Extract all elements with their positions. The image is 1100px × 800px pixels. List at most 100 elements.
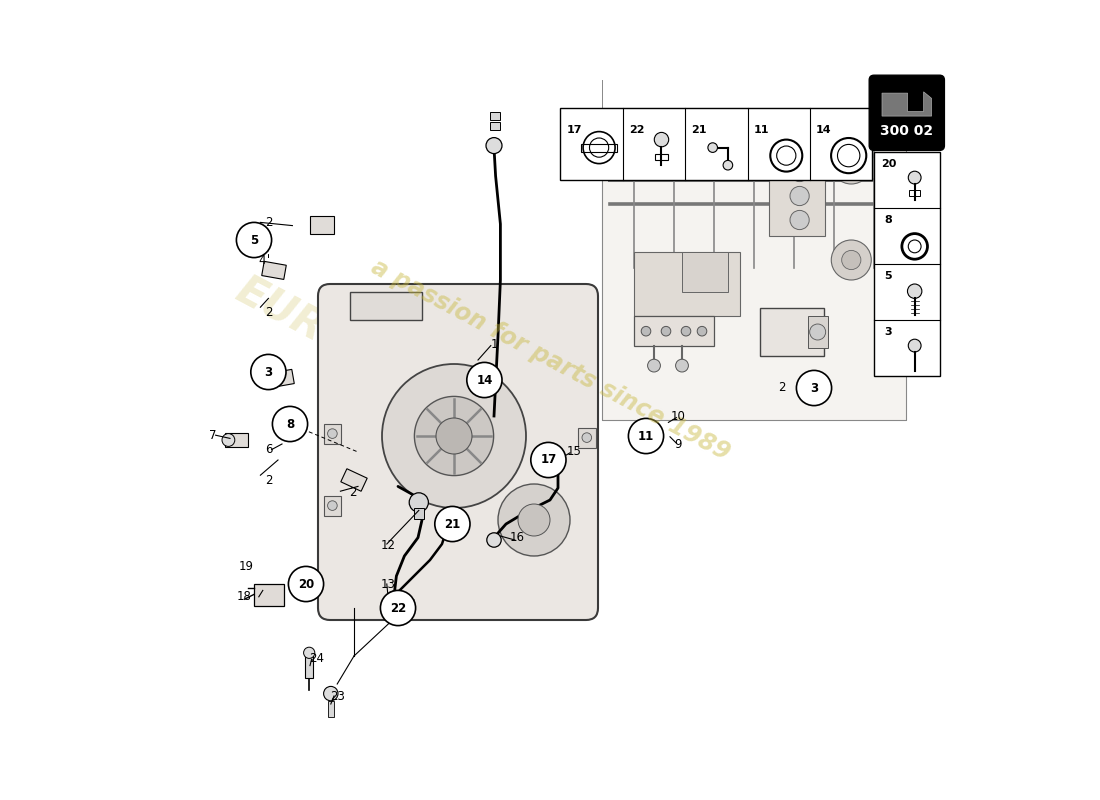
Text: 2: 2 [349, 486, 356, 499]
Circle shape [842, 154, 861, 174]
Circle shape [697, 326, 707, 336]
Text: 12: 12 [381, 539, 396, 552]
Circle shape [487, 533, 502, 547]
Bar [682, 252, 727, 292]
Circle shape [842, 250, 861, 270]
Circle shape [273, 406, 308, 442]
Text: 21: 21 [691, 125, 706, 134]
Text: 23: 23 [330, 690, 344, 702]
Text: 2: 2 [265, 216, 272, 229]
Text: 15: 15 [566, 445, 582, 458]
Circle shape [648, 359, 660, 372]
Circle shape [434, 506, 470, 542]
Bar [602, 108, 906, 420]
Bar [323, 496, 341, 516]
Text: 14: 14 [476, 374, 493, 386]
Circle shape [641, 326, 651, 336]
Circle shape [675, 359, 689, 372]
Bar [305, 656, 314, 678]
Text: a passion for parts since 1989: a passion for parts since 1989 [366, 255, 734, 465]
Circle shape [387, 591, 402, 606]
Text: 3: 3 [884, 327, 892, 338]
Text: 4: 4 [258, 254, 266, 266]
Polygon shape [262, 262, 286, 279]
Polygon shape [270, 370, 295, 387]
Text: 22: 22 [389, 602, 406, 614]
Bar [634, 252, 740, 316]
Bar [490, 122, 499, 130]
Text: 21: 21 [444, 518, 461, 530]
Bar [328, 701, 334, 717]
FancyBboxPatch shape [318, 284, 598, 620]
Circle shape [868, 134, 880, 146]
Bar [323, 424, 341, 444]
Circle shape [436, 418, 472, 454]
Bar [634, 316, 714, 346]
Text: 10: 10 [671, 410, 685, 422]
Circle shape [251, 354, 286, 390]
Circle shape [582, 433, 592, 442]
Text: 8: 8 [884, 215, 892, 226]
Bar [808, 316, 828, 348]
Circle shape [466, 362, 502, 398]
Bar [310, 216, 334, 234]
FancyBboxPatch shape [869, 75, 945, 150]
Circle shape [909, 171, 921, 184]
Circle shape [382, 364, 526, 508]
Circle shape [531, 442, 566, 478]
Text: 2: 2 [265, 306, 272, 318]
Circle shape [288, 566, 323, 602]
Circle shape [661, 326, 671, 336]
Text: 14: 14 [816, 125, 832, 134]
Polygon shape [226, 433, 248, 447]
Text: 2: 2 [779, 381, 785, 394]
Circle shape [628, 134, 640, 146]
Text: 8: 8 [286, 418, 294, 430]
Bar [874, 152, 939, 376]
Polygon shape [882, 92, 932, 116]
Circle shape [328, 501, 338, 510]
Circle shape [832, 144, 871, 184]
Text: 11: 11 [638, 430, 654, 442]
Circle shape [796, 370, 832, 406]
Circle shape [790, 162, 810, 182]
Circle shape [788, 134, 801, 146]
Bar [560, 108, 872, 180]
Circle shape [810, 324, 826, 340]
Text: 11: 11 [754, 125, 769, 134]
Text: 16: 16 [509, 531, 525, 544]
Text: 1: 1 [491, 338, 497, 350]
Text: 9: 9 [674, 438, 682, 451]
Bar [414, 508, 424, 519]
Circle shape [381, 590, 416, 626]
Bar [490, 112, 499, 120]
Text: 20: 20 [298, 578, 315, 590]
Circle shape [518, 504, 550, 536]
Text: 19: 19 [239, 560, 253, 573]
Circle shape [415, 396, 494, 475]
Text: 20: 20 [881, 159, 896, 170]
Circle shape [790, 186, 810, 206]
Circle shape [708, 143, 717, 152]
Circle shape [328, 429, 338, 438]
Circle shape [628, 418, 663, 454]
Circle shape [498, 484, 570, 556]
Bar [254, 584, 285, 606]
Bar [769, 156, 825, 236]
Text: 24: 24 [309, 652, 323, 665]
Circle shape [668, 134, 681, 146]
Circle shape [723, 161, 733, 170]
Circle shape [654, 132, 669, 147]
Circle shape [908, 284, 922, 298]
Circle shape [681, 326, 691, 336]
Text: 6: 6 [265, 443, 272, 456]
Bar [582, 144, 617, 152]
Text: 3: 3 [264, 366, 273, 378]
Circle shape [304, 647, 315, 658]
Text: 17: 17 [540, 454, 557, 466]
Text: 2: 2 [265, 474, 272, 486]
Text: 300 02: 300 02 [880, 124, 934, 138]
Circle shape [486, 138, 502, 154]
Circle shape [827, 134, 840, 146]
Bar [760, 308, 824, 356]
